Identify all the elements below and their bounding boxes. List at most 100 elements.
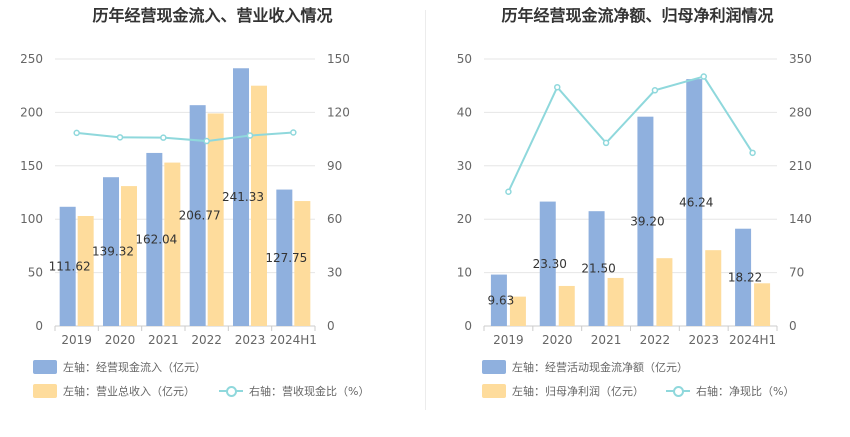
- legend-label: 左轴：营业总收入（亿元）: [63, 385, 195, 398]
- y-right-tick-label: 60: [327, 212, 342, 226]
- legend-swatch: [482, 384, 506, 398]
- chart-panel-left: 历年经营现金流入、营业收入情况 0 50 100 150 200 250 0 30 60 90 12…: [20, 6, 369, 399]
- y-right-tick-label: 70: [789, 266, 804, 280]
- x-tick-label: 2024H1: [729, 333, 776, 347]
- y-right-tick-label: 0: [327, 319, 335, 333]
- y-right-tick-label: 210: [789, 159, 812, 173]
- y-right-tick-label: 280: [789, 105, 812, 119]
- bar-secondary: [207, 113, 224, 326]
- data-label: 46.24: [679, 196, 713, 210]
- line-point: [505, 188, 512, 195]
- y-left-tick-label: 40: [457, 105, 472, 119]
- bar-primary: [686, 79, 703, 326]
- line-point: [203, 137, 210, 145]
- y-left-tick-label: 50: [28, 266, 43, 280]
- chart-svg: 0 50 100 150 200 250 0 30 60 90 120 150 2019 2020 2021…: [20, 52, 350, 347]
- y-left-tick-label: 250: [20, 52, 43, 66]
- chart-title: 历年经营现金流入、营业收入情况: [92, 6, 333, 25]
- line-point: [116, 134, 124, 141]
- legend-item-revenue[interactable]: 左轴：营业总收入（亿元）: [33, 383, 195, 399]
- bar-secondary: [77, 215, 94, 326]
- bar-primary: [146, 152, 163, 326]
- legend-swatch: [33, 360, 57, 374]
- legend-item-net-cash-ratio[interactable]: 右轴：净现比（%）: [666, 383, 794, 399]
- data-label: 21.50: [581, 262, 615, 276]
- legend-label: 左轴：经营现金流入（亿元）: [63, 361, 206, 374]
- data-label: 162.04: [135, 232, 177, 246]
- y-right-tick-label: 150: [327, 52, 350, 66]
- x-tick-label: 2022: [640, 333, 671, 347]
- panel-divider: [425, 10, 426, 410]
- x-tick-label: 2022: [191, 333, 222, 347]
- data-label: 127.75: [265, 251, 307, 265]
- x-tick-label: 2020: [542, 333, 573, 347]
- x-tick-label: 2019: [61, 333, 92, 347]
- y-left-tick-label: 0: [464, 319, 472, 333]
- y-right-tick-label: 0: [789, 319, 797, 333]
- legend-swatch: [482, 360, 506, 374]
- y-left-tick-label: 30: [457, 159, 472, 173]
- bar-secondary: [656, 258, 673, 326]
- line-series: [507, 75, 754, 193]
- y-left-tick-label: 10: [457, 266, 472, 280]
- data-label: 139.32: [92, 245, 134, 259]
- bar-primary: [59, 206, 76, 326]
- y-left-tick-label: 0: [35, 319, 43, 333]
- line-point: [554, 83, 561, 91]
- bar-secondary: [509, 296, 526, 326]
- bar-secondary: [705, 250, 722, 326]
- legend-label: 右轴：营收现金比（%）: [249, 385, 370, 398]
- x-tick-label: 2021: [148, 333, 179, 347]
- data-label: 241.33: [222, 190, 264, 204]
- x-tick-label: 2020: [105, 333, 136, 347]
- legend-swatch: [33, 384, 57, 398]
- chart-panel-right: 历年经营现金流净额、归母净利润情况 0 10 20 30 40 50 0 70 140 210 28…: [425, 0, 850, 437]
- x-tick-label: 2019: [493, 333, 524, 347]
- x-tick-label: 2023: [235, 333, 266, 347]
- y-left-tick-label: 100: [20, 212, 43, 226]
- data-label: 111.62: [49, 259, 91, 273]
- legend-label: 右轴：净现比（%）: [696, 385, 795, 398]
- line-point: [290, 129, 297, 136]
- y-right-tick-label: 120: [327, 105, 350, 119]
- bar-primary: [637, 116, 654, 326]
- bar-secondary: [754, 283, 771, 326]
- bar-secondary: [164, 162, 181, 326]
- x-tick-label: 2024H1: [270, 333, 317, 347]
- y-right-tick-label: 140: [789, 212, 812, 226]
- legend-label: 左轴：经营活动现金流净额（亿元）: [512, 361, 688, 374]
- x-tick-label: 2023: [688, 333, 719, 347]
- line-point: [160, 134, 167, 141]
- data-label: 18.22: [728, 270, 762, 284]
- data-label: 9.63: [488, 293, 515, 307]
- bar-primary: [588, 211, 605, 326]
- legend-swatch: [219, 384, 243, 398]
- bar-secondary: [294, 201, 311, 326]
- y-left-tick-label: 20: [457, 212, 472, 226]
- y-right-tick-label: 90: [327, 159, 342, 173]
- line-point: [700, 73, 707, 80]
- legend-label: 左轴：归母净利润（亿元）: [512, 385, 644, 398]
- y-left-tick-label: 150: [20, 159, 43, 173]
- data-label: 23.30: [533, 257, 567, 271]
- chart-title: 历年经营现金流净额、归母净利润情况: [501, 6, 774, 25]
- y-right-tick-label: 30: [327, 266, 342, 280]
- bar-primary: [490, 274, 507, 326]
- bar-secondary: [121, 186, 137, 326]
- bar-primary: [103, 177, 119, 326]
- line-point: [602, 139, 610, 147]
- legend-item-net-profit[interactable]: 左轴：归母净利润（亿元）: [482, 383, 644, 399]
- bar-primary: [276, 189, 293, 326]
- legend-item-cash-ratio[interactable]: 右轴：营收现金比（%）: [219, 383, 369, 399]
- legend-item-cash-inflow[interactable]: 左轴：经营现金流入（亿元）: [33, 359, 206, 375]
- legend-item-net-cash-flow[interactable]: 左轴：经营活动现金流净额（亿元）: [482, 359, 688, 375]
- bar-secondary: [251, 85, 267, 326]
- data-label: 206.77: [179, 209, 221, 223]
- bar-secondary: [558, 285, 575, 326]
- y-left-tick-label: 200: [20, 105, 43, 119]
- data-label: 39.20: [630, 214, 664, 228]
- line-point: [651, 87, 659, 94]
- x-tick-label: 2021: [591, 333, 622, 347]
- y-right-tick-label: 350: [789, 52, 812, 66]
- line-point: [73, 129, 80, 137]
